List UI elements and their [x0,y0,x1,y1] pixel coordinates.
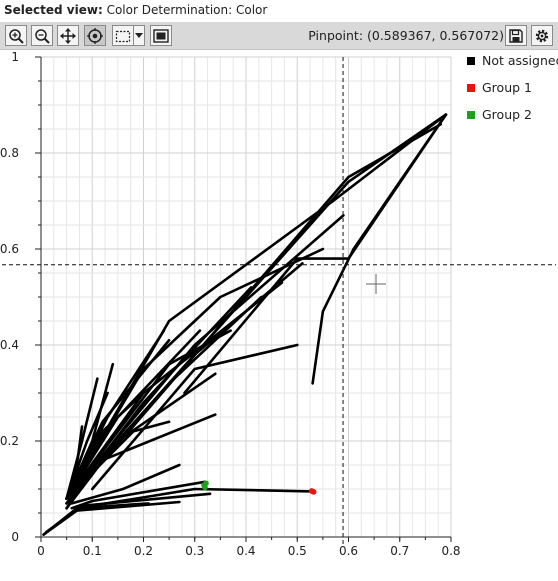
settings-button[interactable] [531,25,553,46]
x-tick-label: 0.4 [236,544,255,558]
data-strand [70,480,207,510]
data-strand [75,487,314,510]
y-tick-label: 0 [11,530,19,544]
y-tick-label: 0.2 [0,434,19,448]
y-tick-label: 0.8 [0,146,19,160]
zoom-out-icon [35,29,50,44]
x-tick-label: 0.5 [288,544,307,558]
select-mode-dropdown[interactable] [134,25,145,46]
legend-swatch [467,84,475,92]
plot-toolbar: Pinpoint: (0.589367, 0.567072) [0,22,558,50]
x-tick-label: 0 [37,544,45,558]
pan-button[interactable] [57,25,79,46]
legend-label: Group 1 [482,80,532,95]
fit-icon [153,29,169,43]
data-strand [65,391,109,500]
scatter-plot[interactable]: 0 0.1 0.2 0.3 0.4 0.5 0.6 0.7 0.8 0 0.2 0.4 0.6 0.8 1 [0,50,558,581]
x-tick-label: 0.6 [339,544,358,558]
pan-icon [60,28,76,44]
data-point [202,484,208,491]
selected-view-label: Selected view: [4,3,103,17]
y-tick-label: 1 [11,50,19,64]
y-tick-label: 0.4 [0,338,19,352]
data-strand [65,362,115,500]
data-strand [65,122,443,505]
pinpoint-readout: Pinpoint: (0.589367, 0.567072) [308,28,504,43]
pinpoint-button[interactable] [84,25,106,46]
data-strand [183,113,448,395]
data-strand [65,247,325,500]
data-strand [70,463,181,505]
save-button[interactable] [505,25,527,46]
pinpoint-icon [87,28,103,44]
rect-select-button[interactable] [112,25,134,46]
legend-label: Not assigned [482,53,558,68]
x-tick-label: 0.7 [390,544,409,558]
selected-view-header: Selected view: Color Determination: Colo… [0,0,558,22]
data-strand [91,343,299,491]
y-tick-label: 0.6 [0,242,19,256]
zoom-in-button[interactable] [5,25,27,46]
data-strand [65,214,345,500]
x-tick-label: 0.8 [441,544,460,558]
legend-label: Group 2 [482,107,532,122]
settings-icon [535,29,549,43]
x-tick-label: 0.2 [134,544,153,558]
data-point [308,488,315,494]
zoom-in-icon [9,29,24,44]
fit-button[interactable] [150,25,172,46]
zoom-out-button[interactable] [31,25,53,46]
dropdown-icon [135,33,143,38]
data-point [203,480,209,487]
x-tick-label: 0.3 [185,544,204,558]
legend-swatch [467,111,475,119]
x-tick-label: 0.1 [83,544,102,558]
legend-swatch [467,57,475,65]
rect-select-icon [115,30,131,43]
selected-view-value: Color Determination: Color [106,3,268,17]
save-icon [509,29,523,43]
